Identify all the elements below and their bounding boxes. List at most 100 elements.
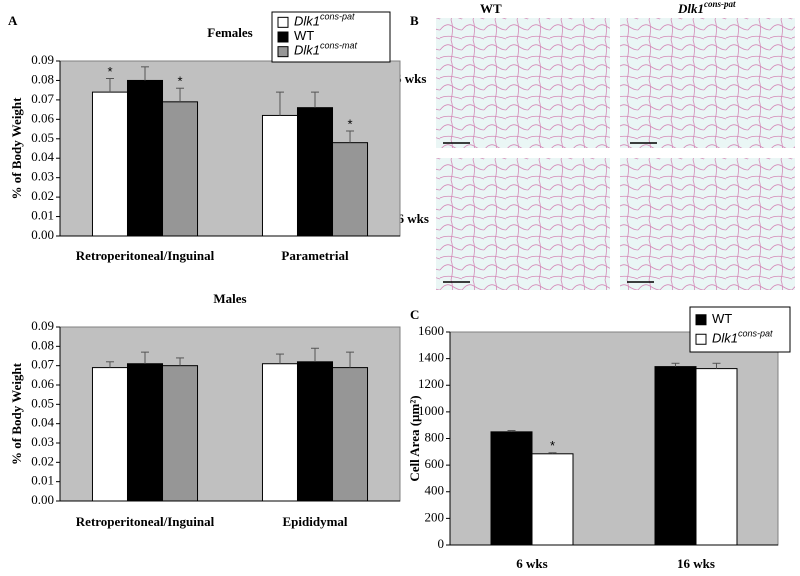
significance-marker: * — [347, 116, 352, 131]
y-tick-label: 0.08 — [31, 337, 54, 352]
y-axis-label: Cell Area (µm²) — [407, 395, 422, 481]
x-tick-label: 16 wks — [677, 556, 715, 571]
y-tick-label: 0.08 — [31, 71, 54, 86]
y-axis-label: % of Body Weight — [9, 362, 24, 465]
chart-title: Males — [213, 291, 246, 306]
x-tick-label: 6 wks — [516, 556, 547, 571]
error-bar — [346, 351, 355, 368]
legend-superscript: cons-pat — [738, 329, 773, 339]
y-tick-label: 0.04 — [31, 149, 54, 164]
y-tick-label: 1400 — [418, 350, 444, 365]
bar — [162, 101, 199, 237]
column-header-sup: cons-pat — [704, 0, 736, 9]
legend-label: WT — [712, 311, 732, 326]
legend-label: Dlk1cons-mat — [294, 41, 358, 58]
y-tick-label: 0.07 — [31, 357, 54, 372]
error-bar — [275, 91, 284, 116]
error-bar — [346, 130, 355, 143]
error-bar — [311, 347, 319, 362]
bar — [332, 367, 369, 502]
y-tick-label: 1000 — [418, 403, 444, 418]
error-bar — [311, 91, 319, 108]
y-tick-label: 0 — [438, 536, 445, 551]
y-tick-label: 1600 — [418, 323, 444, 338]
legend-box — [271, 11, 391, 63]
bar — [91, 91, 128, 237]
y-tick-label: 800 — [425, 429, 445, 444]
bar — [296, 107, 334, 237]
y-tick-label: 200 — [425, 509, 445, 524]
y-tick-label: 0.09 — [31, 318, 54, 333]
bar — [695, 368, 738, 546]
y-tick-label: 0.05 — [31, 130, 54, 145]
y-tick-label: 600 — [425, 456, 445, 471]
column-header-main: Dlk1 — [677, 1, 704, 16]
error-bar — [141, 66, 149, 81]
histology-image — [436, 158, 610, 290]
legend-name: Dlk1 — [294, 43, 320, 58]
y-tick-label: 0.01 — [31, 473, 54, 488]
legend-name: WT — [712, 311, 732, 326]
x-tick-label: Retroperitoneal/Inguinal — [76, 248, 215, 263]
error-bar — [176, 357, 185, 366]
legend-swatch — [277, 16, 289, 28]
y-tick-label: 400 — [425, 483, 445, 498]
y-tick-label: 0.00 — [31, 492, 54, 507]
legend-swatch — [695, 333, 707, 345]
error-bar — [275, 353, 284, 364]
y-axis-label: % of Body Weight — [9, 97, 24, 200]
error-bar — [507, 430, 516, 432]
bar — [490, 431, 533, 546]
column-header: WT — [480, 1, 502, 16]
row-header: 6 wks — [395, 71, 426, 86]
y-tick-label: 1200 — [418, 376, 444, 391]
y-tick-label: 0.01 — [31, 208, 54, 223]
legend-box — [689, 306, 791, 353]
panel-label: A — [8, 13, 18, 28]
y-tick-label: 0.02 — [31, 453, 54, 468]
error-bar — [671, 362, 680, 367]
y-tick-label: 0.02 — [31, 188, 54, 203]
x-tick-label: Retroperitoneal/Inguinal — [76, 514, 215, 529]
x-tick-label: Parametrial — [281, 248, 349, 263]
significance-marker: * — [550, 438, 555, 453]
column-header: Dlk1cons-pat — [677, 0, 736, 16]
legend-name: Dlk1 — [712, 331, 738, 346]
y-tick-label: 0.06 — [31, 376, 54, 391]
bar — [261, 363, 298, 502]
y-tick-label: 0.03 — [31, 434, 54, 449]
error-bar — [176, 87, 185, 102]
error-bar — [141, 351, 149, 364]
bar — [332, 142, 369, 237]
bar — [296, 361, 334, 502]
histology-image — [620, 158, 795, 290]
error-bar — [712, 362, 721, 369]
legend-label: Dlk1cons-pat — [294, 12, 355, 29]
legend-label: Dlk1cons-pat — [712, 329, 773, 346]
y-tick-label: 0.07 — [31, 91, 54, 106]
legend-name: WT — [294, 28, 314, 43]
bar — [162, 365, 199, 502]
bar — [126, 363, 164, 502]
x-tick-label: Epididymal — [282, 514, 347, 529]
bar — [261, 114, 298, 237]
error-bar — [548, 452, 557, 454]
y-tick-label: 0.06 — [31, 110, 54, 125]
bar — [126, 79, 164, 237]
legend-superscript: cons-mat — [320, 41, 358, 51]
chart-title: Females — [207, 25, 252, 40]
y-tick-label: 0.00 — [31, 227, 54, 242]
bar — [654, 366, 697, 546]
y-tick-label: 0.09 — [31, 52, 54, 67]
histology-image — [436, 18, 610, 148]
y-tick-label: 0.04 — [31, 415, 54, 430]
legend-swatch — [695, 314, 707, 326]
legend-swatch — [277, 46, 289, 58]
legend-swatch — [277, 31, 289, 43]
legend-superscript: cons-pat — [320, 12, 355, 22]
error-bar — [105, 78, 114, 93]
legend-label: WT — [294, 28, 314, 43]
panel-label: C — [410, 307, 419, 322]
y-tick-label: 0.05 — [31, 395, 54, 410]
